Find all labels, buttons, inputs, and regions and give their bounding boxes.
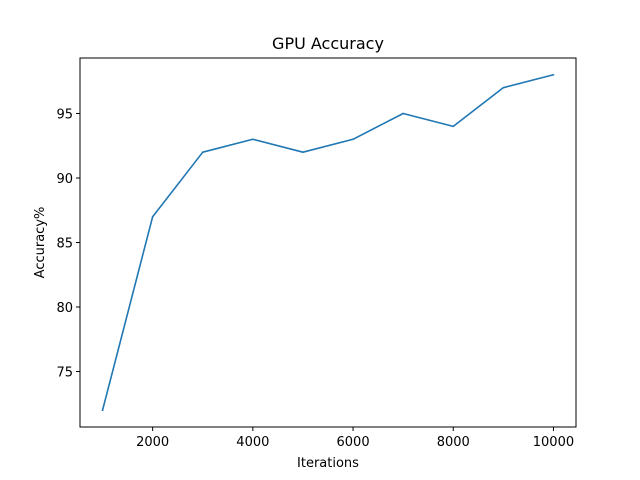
x-tick-label: 4000 xyxy=(236,435,269,450)
x-axis-title: Iterations xyxy=(297,456,359,471)
y-tick-label: 90 xyxy=(56,172,73,187)
data-point xyxy=(151,215,154,218)
data-point xyxy=(252,138,254,141)
data-point xyxy=(402,112,404,115)
chart-title: GPU Accuracy xyxy=(272,34,384,53)
data-point xyxy=(502,86,505,89)
data-point xyxy=(101,409,104,412)
data-point xyxy=(352,138,354,141)
data-point xyxy=(552,73,555,76)
x-tick-label: 6000 xyxy=(337,435,370,450)
y-axis-title: Accuracy% xyxy=(33,207,48,279)
axes-frame xyxy=(79,57,577,428)
data-point xyxy=(201,151,204,153)
y-tick-label: 75 xyxy=(56,366,73,381)
data-point xyxy=(452,125,455,128)
x-tick-label: 8000 xyxy=(437,435,470,450)
x-tick-label: 10000 xyxy=(533,435,574,450)
y-tick-label: 80 xyxy=(56,301,73,316)
series-line xyxy=(101,73,555,412)
x-tick-label: 2000 xyxy=(136,435,169,450)
data-point xyxy=(302,151,304,153)
y-tick-label: 95 xyxy=(56,107,73,122)
plot-area: 2000 4000 6000 8000 10000 75 80 85 90 95 xyxy=(56,73,574,450)
y-tick-label: 85 xyxy=(56,237,73,252)
